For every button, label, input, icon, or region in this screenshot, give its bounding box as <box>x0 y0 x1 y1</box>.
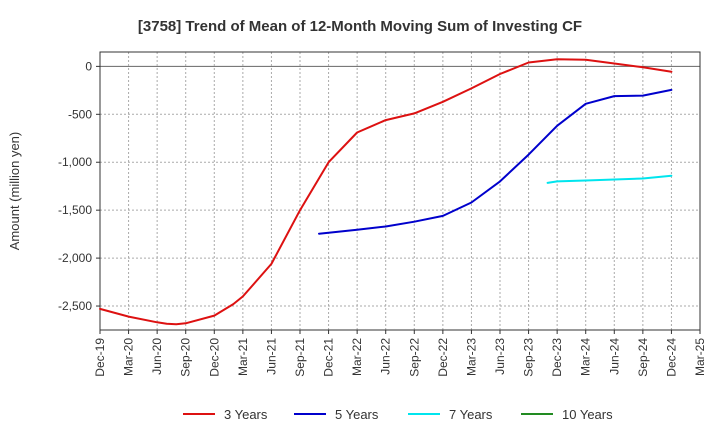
y-axis-label: Amount (million yen) <box>7 132 22 251</box>
x-tick-label: Mar-20 <box>122 338 136 376</box>
x-tick-label: Sep-22 <box>407 338 421 377</box>
legend-item-10-years: 10 Years <box>521 407 613 422</box>
series-lines <box>99 58 673 326</box>
chart-title: [3758] Trend of Mean of 12-Month Moving … <box>138 18 582 35</box>
x-tick-label: Dec-24 <box>664 338 678 377</box>
y-tick-label: 0 <box>85 59 92 73</box>
legend-item-3-years: 3 Years <box>183 407 268 422</box>
legend-item-5-years: 5 Years <box>294 407 379 422</box>
x-tick-label: Mar-22 <box>350 338 364 376</box>
x-tick-label: Mar-24 <box>579 338 593 376</box>
y-tick-label: -1,000 <box>58 155 92 169</box>
x-tick-label: Dec-21 <box>322 338 336 377</box>
x-tick-label: Sep-21 <box>293 338 307 377</box>
x-tick-label: Jun-22 <box>379 338 393 375</box>
x-tick-label: Mar-21 <box>236 338 250 376</box>
x-tick-label: Jun-21 <box>264 338 278 375</box>
y-tick-label: -2,500 <box>58 299 92 313</box>
y-tick-label: -500 <box>68 107 92 121</box>
gridlines <box>100 52 700 330</box>
legend-label: 7 Years <box>449 407 493 422</box>
x-tick-label: Jun-24 <box>607 338 621 375</box>
legend-label: 5 Years <box>335 407 379 422</box>
x-tick-label: Sep-24 <box>636 338 650 377</box>
y-tick-label: -1,500 <box>58 203 92 217</box>
x-tick-label: Dec-23 <box>550 338 564 377</box>
x-tick-label: Dec-22 <box>436 338 450 377</box>
legend-item-7-years: 7 Years <box>408 407 493 422</box>
x-tick-label: Sep-23 <box>522 338 536 377</box>
x-tick-label: Mar-25 <box>693 338 707 376</box>
series-line-7-years <box>546 174 673 184</box>
legend: 3 Years 5 Years 7 Years 10 Years <box>183 407 613 422</box>
y-axis: 0 -500 -1,000 -1,500 -2,000 -2,500 <box>58 59 100 313</box>
x-tick-label: Jun-23 <box>493 338 507 375</box>
legend-label: 10 Years <box>562 407 613 422</box>
x-tick-label: Jun-20 <box>150 338 164 375</box>
series-line-5-years <box>318 88 673 235</box>
x-tick-label: Dec-19 <box>93 338 107 377</box>
series-line-3-years <box>99 58 673 326</box>
x-axis: Dec-19 Mar-20 Jun-20 Sep-20 Dec-20 Mar-21 Jun-… <box>93 330 707 377</box>
plot-area <box>99 51 701 331</box>
y-tick-label: -2,000 <box>58 251 92 265</box>
x-tick-label: Dec-20 <box>207 338 221 377</box>
x-tick-label: Sep-20 <box>179 338 193 377</box>
legend-label: 3 Years <box>224 407 268 422</box>
x-tick-label: Mar-23 <box>464 338 478 376</box>
